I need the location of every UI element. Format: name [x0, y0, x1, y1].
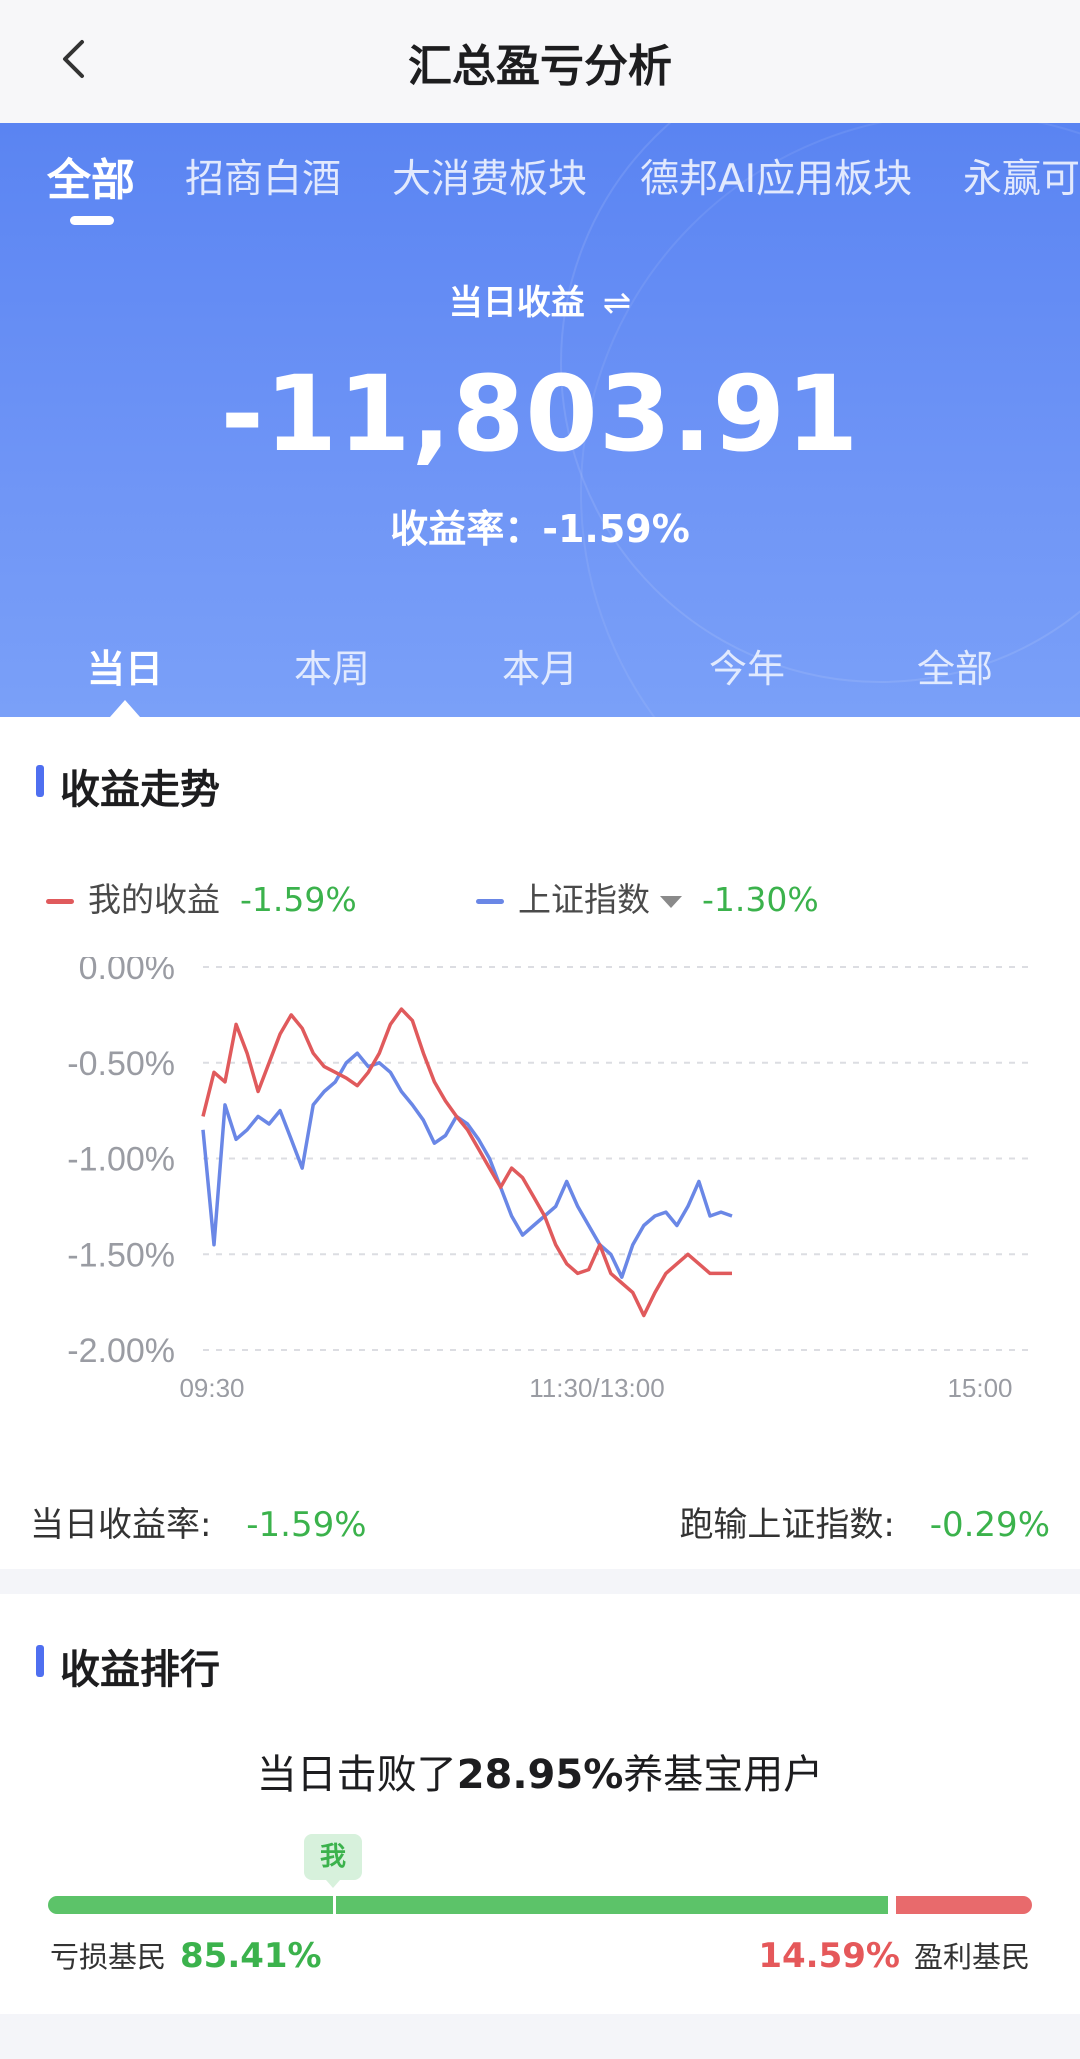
daily-profit-label[interactable]: 当日收益 ⇌: [0, 275, 1080, 324]
legend-index[interactable]: 上证指数 -1.30%: [476, 873, 819, 921]
fund-tab-ai[interactable]: 德邦AI应用板块: [640, 157, 913, 202]
vs-index-value: -0.29%: [929, 1505, 1050, 1545]
gain-bar: [896, 1896, 1032, 1914]
gain-users: 14.59% 盈利基民: [758, 1934, 1030, 1976]
y-tick-label: -1.50%: [67, 1236, 175, 1274]
loss-users: 亏损基民 85.41%: [50, 1934, 322, 1976]
fund-tab-baijiu[interactable]: 招商白酒: [185, 157, 342, 202]
loss-percent: 85.41%: [180, 1936, 322, 1976]
daily-rate-value: -1.59%: [246, 1505, 367, 1545]
ranking-card: 收益排行 当日击败了28.95%养基宝用户 我 亏损基民 85.41% 14.59…: [0, 1594, 1080, 2014]
series-line-index: [201, 1051, 733, 1279]
daily-profit-amount: -11,803.91: [220, 353, 860, 475]
me-marker: [333, 1892, 336, 1918]
gain-percent: 14.59%: [758, 1936, 900, 1976]
period-tab-month[interactable]: 本月: [501, 647, 578, 691]
vs-index-label: 跑输上证指数:: [679, 1505, 895, 1545]
legend-index-value: -1.30%: [702, 880, 819, 919]
gain-label: 盈利基民: [913, 1940, 1030, 1974]
series-line-mine: [201, 1007, 732, 1318]
fund-tab-yongying[interactable]: 永赢可: [963, 157, 1080, 202]
tab-underline: [70, 216, 114, 225]
fund-tab-all[interactable]: 全部: [47, 155, 135, 206]
x-tick-label: 15:00: [947, 1373, 1012, 1397]
legend-mine-value: -1.59%: [240, 880, 357, 919]
y-tick-label: -1.00%: [67, 1141, 175, 1179]
ranking-sentence: 当日击败了28.95%养基宝用户: [0, 1742, 1080, 1800]
dropdown-triangle-icon[interactable]: [660, 895, 682, 908]
fund-tab-consumer[interactable]: 大消费板块: [392, 157, 588, 202]
x-tick-label: 11:30/13:00: [529, 1373, 664, 1397]
legend-mine-label: 我的收益: [88, 880, 220, 919]
daily-profit-label-text: 当日收益: [448, 283, 585, 323]
ranking-title: 收益排行: [60, 1647, 220, 1693]
trend-chart: 0.00% -0.50% -1.00% -1.50% -2.00%09:30 11:30/…: [67, 957, 1035, 1397]
period-tabs: 当日 本周 本月 今年 全部: [0, 638, 1080, 698]
page-title: 汇总盈亏分析: [408, 41, 672, 92]
period-tab-all[interactable]: 全部: [916, 647, 993, 691]
y-tick-label: -0.50%: [67, 1045, 175, 1083]
ranking-percent: 28.95%: [456, 1752, 624, 1798]
loss-label: 亏损基民: [50, 1940, 167, 1974]
legend-mine: 我的收益 -1.59%: [46, 873, 357, 921]
profit-rate: 收益率：-1.59%: [0, 498, 1080, 553]
me-badge: 我: [304, 1834, 362, 1888]
legend-mine-swatch: [46, 899, 74, 904]
period-tab-week[interactable]: 本周: [293, 647, 370, 691]
legend-index-swatch: [476, 899, 504, 904]
summary-hero: 全部 招商白酒 大消费板块 德邦AI应用板块 永赢可 当日收益 ⇌ -11,803…: [0, 123, 1080, 717]
period-tab-day[interactable]: 当日: [86, 647, 163, 691]
y-tick-label: -2.00%: [67, 1332, 175, 1370]
nav-bar: 汇总盈亏分析: [0, 0, 1080, 123]
loss-bar: [48, 1896, 888, 1914]
period-tab-caret: [110, 700, 140, 717]
x-tick-label: 09:30: [179, 1373, 244, 1397]
ranking-prefix: 当日击败了: [256, 1752, 457, 1798]
section-accent: [36, 765, 44, 797]
legend-index-label: 上证指数: [518, 880, 650, 919]
daily-rate-stat: 当日收益率: -1.59%: [30, 1497, 367, 1546]
ranking-suffix: 养基宝用户: [623, 1752, 824, 1798]
y-tick-label: 0.00%: [79, 957, 175, 987]
trend-card: 收益走势 我的收益 -1.59% 上证指数 -1.30% 0.00% -0.50% -1…: [0, 717, 1080, 1569]
ranking-bar: [48, 1892, 1032, 1918]
swap-icon[interactable]: ⇌: [602, 283, 632, 323]
trend-title: 收益走势: [60, 767, 220, 813]
profit-rate-value: -1.59%: [542, 507, 690, 551]
period-tab-year[interactable]: 今年: [708, 647, 785, 691]
section-accent: [36, 1645, 44, 1677]
back-arrow-icon[interactable]: [50, 34, 100, 84]
vs-index-stat: 跑输上证指数: -0.29%: [679, 1497, 1050, 1546]
profit-rate-label: 收益率：: [390, 507, 543, 551]
daily-rate-label: 当日收益率:: [30, 1505, 212, 1545]
